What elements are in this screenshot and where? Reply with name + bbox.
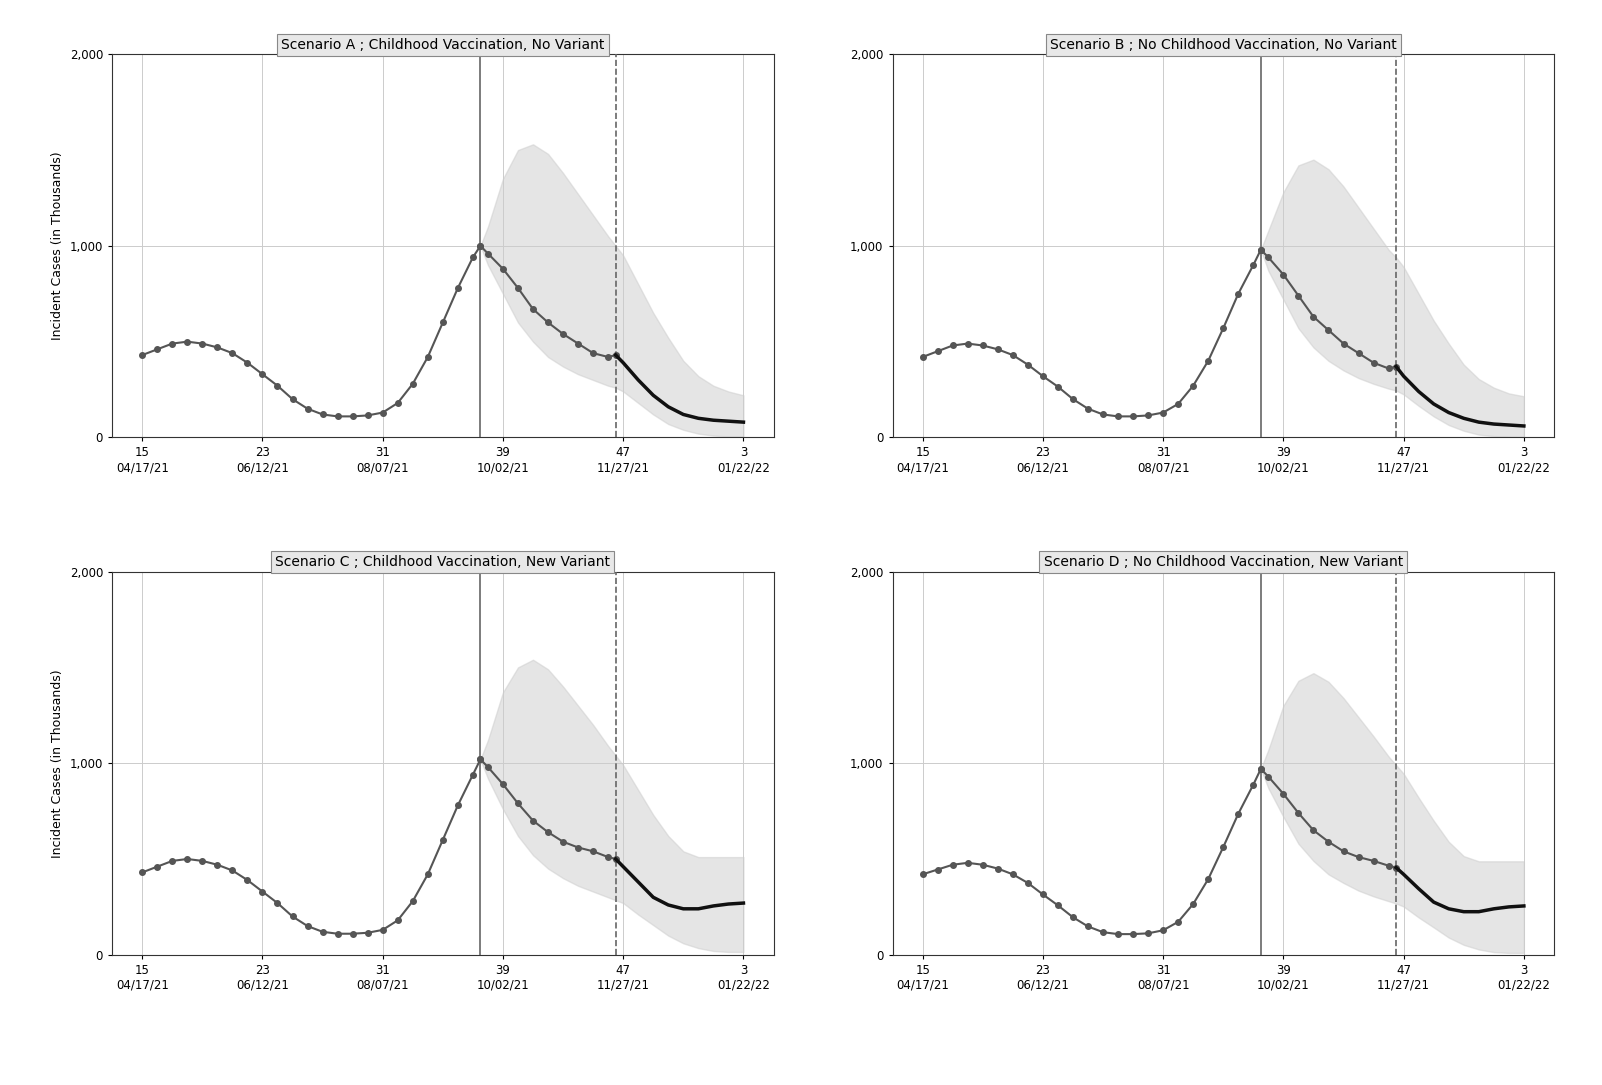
Title: Scenario B ; No Childhood Vaccination, No Variant: Scenario B ; No Childhood Vaccination, N… [1049,38,1397,52]
Y-axis label: Incident Cases (in Thousands): Incident Cases (in Thousands) [51,668,64,857]
Title: Scenario C ; Childhood Vaccination, New Variant: Scenario C ; Childhood Vaccination, New … [276,556,610,569]
Y-axis label: Incident Cases (in Thousands): Incident Cases (in Thousands) [51,152,64,341]
Title: Scenario A ; Childhood Vaccination, No Variant: Scenario A ; Childhood Vaccination, No V… [280,38,604,52]
Title: Scenario D ; No Childhood Vaccination, New Variant: Scenario D ; No Childhood Vaccination, N… [1043,556,1403,569]
